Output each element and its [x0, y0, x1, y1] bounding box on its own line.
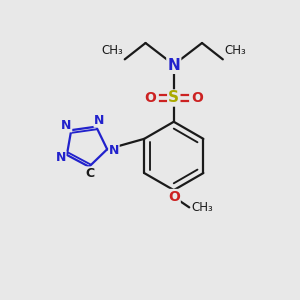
Text: N: N [94, 114, 104, 127]
Text: O: O [168, 190, 180, 204]
Text: CH₃: CH₃ [101, 44, 123, 57]
Text: O: O [145, 91, 157, 105]
Text: CH₃: CH₃ [192, 201, 213, 214]
Text: N: N [56, 152, 66, 164]
Text: N: N [167, 58, 180, 73]
Text: CH₃: CH₃ [224, 44, 246, 57]
Text: S: S [168, 91, 179, 106]
Text: N: N [109, 144, 119, 157]
Text: C: C [85, 167, 94, 180]
Text: O: O [191, 91, 203, 105]
Text: N: N [61, 119, 72, 132]
